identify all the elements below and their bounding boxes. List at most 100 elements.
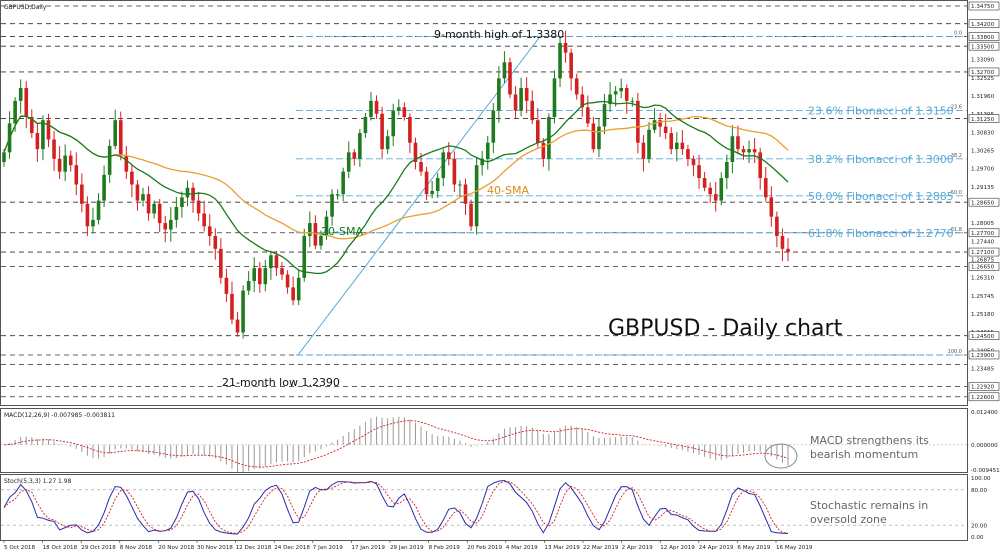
fibonacci-tag: 38.2 [951, 153, 962, 159]
candle-body [24, 88, 29, 117]
candle-body [341, 171, 345, 195]
candle-body [763, 178, 768, 198]
candle-body [524, 88, 529, 101]
candle-body [485, 142, 490, 159]
candle-body [41, 120, 45, 150]
candle-body [102, 174, 106, 201]
candle-body [624, 88, 629, 101]
candle-body [691, 158, 696, 166]
price-axis-tick: 1.26650 [971, 265, 995, 271]
candle-body [424, 171, 429, 195]
candle-body [230, 293, 234, 320]
candle-body [213, 235, 218, 249]
candle-body [402, 107, 407, 117]
date-axis-label: 2 Apr 2019 [622, 545, 653, 551]
price-label-box [968, 247, 1000, 257]
candle-body [35, 133, 40, 150]
candle-body [224, 277, 229, 294]
fibonacci-label: 38.2% Fibonacci of 1.3000 [808, 153, 954, 166]
candle-body [185, 187, 190, 198]
candle-body [163, 223, 168, 230]
candle-body [658, 120, 662, 127]
candle-body [730, 136, 735, 162]
price-axis-tick: 1.29135 [971, 185, 995, 191]
candle-body [669, 133, 674, 150]
price-axis-tick: 1.26310 [971, 276, 995, 282]
candle-body [652, 120, 657, 130]
candle-body [74, 165, 79, 185]
fibonacci-levels: 0.0 23.623.6% Fibonacci of 1.3150 38.238.2… [296, 31, 967, 356]
price-axis-tick: 1.27100 [971, 250, 995, 256]
date-axis-label: 6 May 2019 [737, 545, 770, 551]
price-label-box [968, 19, 1000, 28]
candle-body [569, 52, 573, 79]
candle-body [219, 248, 223, 278]
date-axis-label: 4 Mar 2019 [506, 545, 538, 551]
sma40-label: 40-SMA [487, 184, 529, 197]
candle-body [80, 184, 84, 204]
price-axis: 1.34750 1.34200 1.33800 1.33500 1.33090 1.327… [968, 1, 1000, 402]
candle-body [280, 268, 284, 275]
fibonacci-tag: 23.6 [951, 105, 962, 111]
candle-body [435, 178, 440, 191]
fibonacci-tag: 0.0 [954, 31, 962, 37]
price-label-box [968, 382, 1000, 391]
nine-month-high-label: 9-month high of 1.3380 [434, 28, 564, 41]
candle-body [91, 219, 95, 227]
candle-body [380, 113, 384, 150]
candle-body [18, 88, 23, 101]
candle-body [285, 274, 290, 288]
candle-body [396, 107, 401, 111]
price-axis-tick: 1.33090 [971, 58, 995, 64]
candle-body [180, 197, 184, 208]
candle-body [408, 116, 412, 143]
date-axis-label: 24 Dec 2018 [274, 545, 310, 551]
sma40-line [3, 115, 789, 240]
candle-body [118, 120, 123, 156]
candle-body [157, 203, 162, 224]
candle-body [725, 161, 729, 179]
stoch-axis-tick: 100.00 [971, 476, 991, 482]
candle-body [196, 200, 201, 214]
price-label-box [968, 350, 1000, 360]
price-label-box [968, 41, 1000, 51]
macd-indicator: 0.012400 0.000000 -0.009451 [1, 410, 1000, 474]
candle-body [352, 152, 357, 159]
price-axis-tick: 1.25745 [971, 294, 995, 300]
candle-body [313, 223, 318, 246]
fibonacci-label: 50.0% Fibonacci of 1.2885 [808, 190, 954, 203]
candle-body [169, 219, 173, 230]
price-axis-tick: 1.26875 [971, 257, 995, 263]
price-label-box [968, 1, 1000, 11]
candle-body [780, 235, 785, 249]
date-axis-label: 29 Jan 2019 [390, 545, 424, 551]
date-axis-label: 8 Nov 2018 [120, 545, 153, 551]
candle-body [736, 136, 740, 150]
candle-body [613, 91, 618, 95]
stoch-k-line [3, 479, 789, 535]
price-axis-tick: 1.27440 [971, 239, 995, 245]
candle-body [46, 120, 51, 140]
candle-body [502, 62, 507, 79]
stochastic-indicator: 100.00 80.00 20.00 0.00 [1, 476, 991, 541]
candle-body [563, 42, 568, 53]
price-axis-tick: 1.33800 [971, 35, 995, 41]
candle-body [2, 152, 6, 162]
candle-body [202, 213, 206, 227]
date-axis-label: 5 Oct 2018 [4, 545, 35, 551]
candle-body [252, 268, 257, 281]
candle-body [591, 123, 596, 150]
date-axis-label: 20 Nov 2018 [158, 545, 194, 551]
price-axis-tick: 1.24500 [971, 334, 995, 340]
stoch-d-line [3, 481, 789, 535]
fibonacci-tag: 100.0 [948, 349, 962, 355]
candle-body [274, 255, 279, 269]
date-axis-label: 13 Mar 2019 [544, 545, 580, 551]
price-label-box [968, 67, 1000, 77]
stoch-axis-tick: 0.00 [971, 535, 984, 541]
candle-body [124, 155, 129, 172]
price-label-box [968, 228, 1000, 238]
date-axis-label: 18 Oct 2018 [43, 545, 78, 551]
candle-body [447, 152, 451, 159]
